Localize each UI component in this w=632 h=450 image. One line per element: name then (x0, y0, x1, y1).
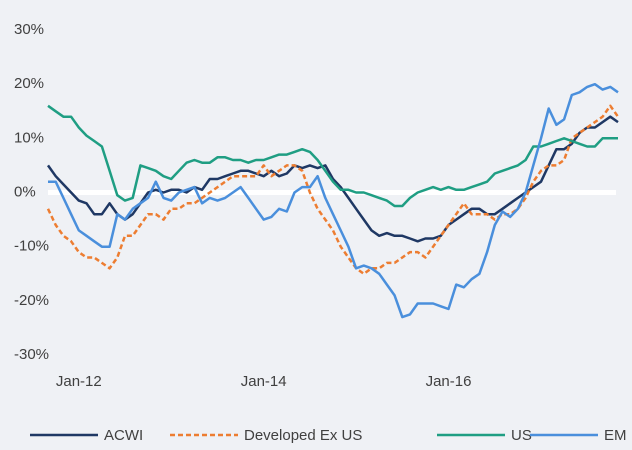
series-line (46, 104, 620, 276)
series-line (48, 82, 619, 319)
x-tick-label: Jan-12 (56, 373, 102, 390)
y-tick-label: -30% (14, 346, 49, 363)
y-tick-label: 10% (14, 129, 44, 146)
y-tick-label: 20% (14, 75, 44, 92)
y-tick-label: -10% (14, 238, 49, 255)
y-tick-label: 0% (14, 183, 36, 200)
y-tick-label: -20% (14, 292, 49, 309)
series-line (47, 104, 618, 208)
x-tick-label: Jan-16 (426, 373, 472, 390)
legend-label: ACWI (104, 427, 143, 444)
legend-label: Developed Ex US (244, 427, 362, 444)
x-tick-label: Jan-14 (241, 373, 287, 390)
y-tick-label: 30% (14, 21, 44, 38)
legend-label: US (511, 427, 532, 444)
series-line (46, 115, 619, 243)
legend-label: EM (604, 427, 627, 444)
